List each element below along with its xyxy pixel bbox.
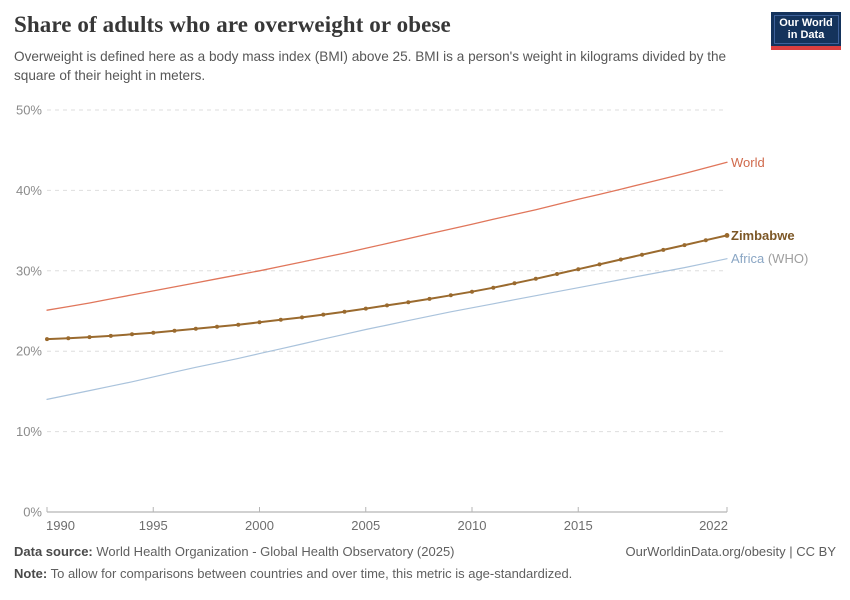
series-line-africa[interactable]	[46, 258, 728, 400]
data-point-marker[interactable]	[448, 293, 453, 298]
note-line: Note: To allow for comparisons between c…	[14, 566, 836, 581]
data-point-marker[interactable]	[385, 303, 389, 308]
x-axis-tick-label: 2022	[699, 518, 728, 533]
note-label: Note:	[14, 566, 48, 581]
y-axis-tick-label: 10%	[16, 424, 42, 439]
data-point-marker[interactable]	[640, 252, 644, 257]
data-source-text: World Health Organization - Global Healt…	[92, 544, 455, 559]
data-point-marker[interactable]	[427, 296, 432, 301]
data-point-marker[interactable]	[236, 322, 241, 327]
data-point-marker[interactable]	[555, 272, 559, 276]
data-point-marker[interactable]	[257, 320, 262, 325]
data-point-marker[interactable]	[45, 337, 49, 342]
data-point-marker[interactable]	[130, 332, 134, 337]
data-point-marker[interactable]	[215, 324, 219, 329]
note-text: To allow for comparisons between countri…	[47, 566, 573, 581]
data-point-marker[interactable]	[661, 247, 666, 252]
data-point-marker[interactable]	[682, 243, 687, 248]
data-source-line: Data source: World Health Organization -…	[14, 544, 455, 559]
page-title: Share of adults who are overweight or ob…	[14, 12, 451, 37]
data-point-marker[interactable]	[576, 267, 581, 272]
data-point-marker[interactable]	[278, 317, 283, 322]
x-axis-tick-label: 2000	[245, 518, 274, 533]
owid-logo[interactable]: Our World in Data	[771, 12, 841, 50]
data-point-marker[interactable]	[342, 309, 347, 314]
y-axis-tick-label: 20%	[16, 344, 42, 359]
data-point-marker[interactable]	[703, 238, 708, 243]
credit-link[interactable]: OurWorldinData.org/obesity | CC BY	[625, 544, 837, 559]
x-axis-tick-label: 2005	[351, 518, 380, 533]
data-point-marker[interactable]	[363, 306, 368, 311]
owid-logo-text: Our World in Data	[773, 14, 839, 44]
x-axis-tick-label: 1990	[46, 518, 75, 533]
data-point-marker[interactable]	[193, 326, 198, 331]
series-line-world[interactable]	[46, 161, 728, 311]
series-label-world[interactable]: World	[731, 155, 765, 170]
data-point-marker[interactable]	[491, 285, 496, 290]
data-point-marker[interactable]	[512, 281, 517, 286]
x-axis-tick-label: 2015	[564, 518, 593, 533]
y-axis-tick-label: 0%	[23, 505, 42, 520]
x-axis-tick-label: 1995	[139, 518, 168, 533]
series-end-marker	[724, 233, 730, 238]
data-source-label: Data source:	[14, 544, 93, 559]
data-point-marker[interactable]	[66, 336, 71, 341]
series-label-zimbabwe[interactable]: Zimbabwe	[731, 228, 795, 243]
chart-subtitle: Overweight is defined here as a body mas…	[14, 49, 727, 84]
data-point-marker[interactable]	[406, 300, 411, 305]
data-point-marker[interactable]	[151, 330, 156, 335]
data-point-marker[interactable]	[321, 312, 326, 317]
chart-footer: Data source: World Health Organization -…	[14, 544, 836, 581]
data-point-marker[interactable]	[597, 262, 602, 267]
series-line-zimbabwe[interactable]	[46, 234, 728, 341]
series-label-africa[interactable]: Africa (WHO)	[731, 251, 808, 266]
data-point-marker[interactable]	[172, 328, 177, 333]
data-point-marker[interactable]	[618, 257, 623, 262]
y-axis-tick-label: 50%	[16, 103, 42, 118]
chart-header: Share of adults who are overweight or ob…	[14, 12, 760, 86]
y-axis-tick-label: 30%	[16, 263, 42, 278]
data-point-marker[interactable]	[87, 335, 92, 340]
y-axis-tick-label: 40%	[16, 183, 42, 198]
data-point-marker[interactable]	[470, 289, 474, 294]
data-point-marker[interactable]	[533, 276, 538, 281]
data-point-marker[interactable]	[108, 333, 113, 338]
x-axis-tick-label: 2010	[458, 518, 487, 533]
data-point-marker[interactable]	[300, 315, 304, 320]
